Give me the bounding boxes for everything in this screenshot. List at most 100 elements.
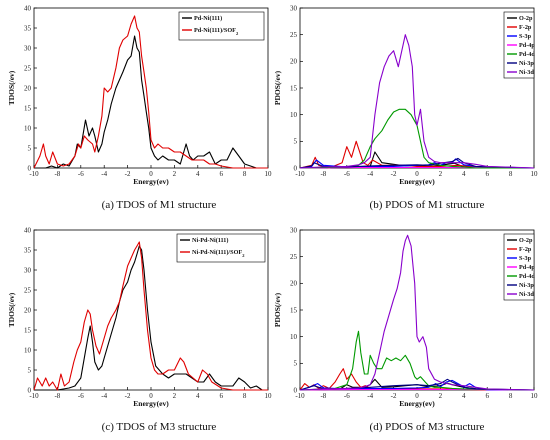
y-tick-label: 15 [290,84,298,92]
legend-entry: O-2p [519,237,533,244]
y-tick-label: 10 [290,111,298,119]
x-tick-label: -2 [125,392,131,400]
x-axis-label: Energy(ev) [133,177,169,186]
y-tick-label: 15 [24,326,32,334]
x-tick-label: -6 [344,170,350,178]
x-tick-label: 0 [149,392,153,400]
y-tick-label: 20 [24,84,32,92]
plot-frame [299,229,535,391]
x-tick-label: 10 [265,170,273,178]
y-tick-label: 15 [290,306,298,314]
x-tick-label: -10 [295,392,305,400]
x-tick-label: -2 [391,392,397,400]
x-tick-label: 4 [196,170,200,178]
legend-entry: S-3p [519,33,532,40]
x-tick-label: 10 [265,392,273,400]
y-axis-label: TDOS(/ev) [7,292,16,327]
series-line-ni-pd-ni-111- [34,245,268,391]
y-tick-label: 5 [294,138,298,146]
y-tick-label: 40 [24,4,32,12]
legend: O-2p F-2p S-3p Pd-4p Pd-4d Ni-3p Ni-3d [503,11,535,79]
x-tick-label: -2 [125,170,131,178]
y-tick-label: 0 [294,386,298,394]
x-tick-label: 10 [531,170,539,178]
panel-caption: (c) TDOS of M3 structure [102,421,217,433]
legend-entry: Ni-3d [519,291,534,298]
x-tick-label: 4 [462,392,466,400]
y-tick-label: 30 [24,44,32,52]
x-tick-label: -10 [29,170,39,178]
x-tick-label: 10 [531,392,539,400]
y-tick-label: 5 [28,144,32,152]
x-tick-label: 2 [439,170,443,178]
x-tick-label: -2 [391,170,397,178]
y-tick-label: 20 [290,58,298,66]
y-tick-label: 25 [290,253,298,261]
series-line-ni-3d [299,234,535,391]
legend-entry: Ni-Pd-Ni(111) [192,237,228,244]
legend: O-2p F-2p S-3p Pd-4p Pd-4d Ni-3p Ni-3d [503,233,535,301]
y-tick-label: 25 [24,64,32,72]
plot-frame [299,7,535,169]
x-tick-label: 8 [243,392,247,400]
legend: Pd-Ni(111) Pd-Ni(111)/SOF2 [178,11,265,41]
x-tick-label: 6 [485,392,489,400]
series-line-s-3p [299,379,534,391]
y-axis-label: PDOS(/ev) [273,292,282,327]
legend-entry: F-2p [519,24,532,31]
panel-caption: (d) PDOS of M3 structure [370,421,485,433]
y-tick-label: 35 [24,246,32,254]
legend-entry: Ni-3p [519,60,534,67]
x-tick-label: -4 [367,392,373,400]
y-tick-label: 15 [24,104,32,112]
x-tick-label: -4 [367,170,373,178]
x-tick-label: -8 [320,170,326,178]
y-tick-label: 30 [24,266,32,274]
x-tick-label: 6 [485,170,489,178]
legend-entry: Ni-3p [519,282,534,289]
x-tick-label: 2 [439,392,443,400]
legend-entry: Pd-4d [519,51,535,58]
chart-panel-1: -10 -8 -6 -4 -2 0 2 4 6 8 10 0 5 10 15 20 25 30 35 40 Energy… [7,4,272,211]
x-tick-label: 0 [415,170,419,178]
x-tick-label: -8 [54,392,60,400]
legend-entry: O-2p [519,15,533,22]
x-tick-label: -6 [78,392,84,400]
x-tick-label: -8 [320,392,326,400]
y-tick-label: 30 [290,226,298,234]
x-tick-label: 8 [509,392,513,400]
x-axis-label: Energy(ev) [399,177,435,186]
y-tick-label: 20 [290,280,298,288]
x-tick-label: -6 [78,170,84,178]
y-axis-label: PDOS(/ev) [273,70,282,105]
x-tick-label: -4 [101,170,107,178]
x-tick-label: 2 [173,170,177,178]
y-tick-label: 10 [290,333,298,341]
x-tick-label: 4 [462,170,466,178]
legend-box [176,233,266,263]
legend-entry: Pd-Ni(111) [194,15,222,22]
series-line-pd-4d [299,108,534,169]
x-tick-label: -4 [101,392,107,400]
y-tick-label: 10 [24,124,32,132]
series-line-ni-3d [299,34,535,169]
x-tick-label: 8 [509,170,513,178]
panel-caption: (a) TDOS of M1 structure [102,199,217,211]
legend-entry: Pd-Ni(111)/SOF2 [194,27,239,36]
y-tick-label: 25 [290,31,298,39]
x-tick-label: 0 [415,392,419,400]
y-tick-label: 5 [28,366,32,374]
x-tick-label: -8 [54,170,60,178]
y-tick-label: 5 [294,360,298,368]
legend-entry: Pd-4p [519,264,535,271]
y-tick-label: 30 [290,4,298,12]
y-tick-label: 25 [24,286,32,294]
x-tick-label: 6 [219,392,223,400]
legend-entry: Pd-4p [519,42,535,49]
chart-panel-4: -10 -8 -6 -4 -2 0 2 4 6 8 10 0 5 10 15 20 25 30 Energy(ev)… [273,226,538,433]
x-tick-label: 4 [196,392,200,400]
y-axis-label: TDOS(/ev) [7,70,16,105]
series-line-pd-4d [299,330,535,391]
legend: Ni-Pd-Ni(111) Ni-Pd-Ni(111)/SOF2 [176,233,266,263]
